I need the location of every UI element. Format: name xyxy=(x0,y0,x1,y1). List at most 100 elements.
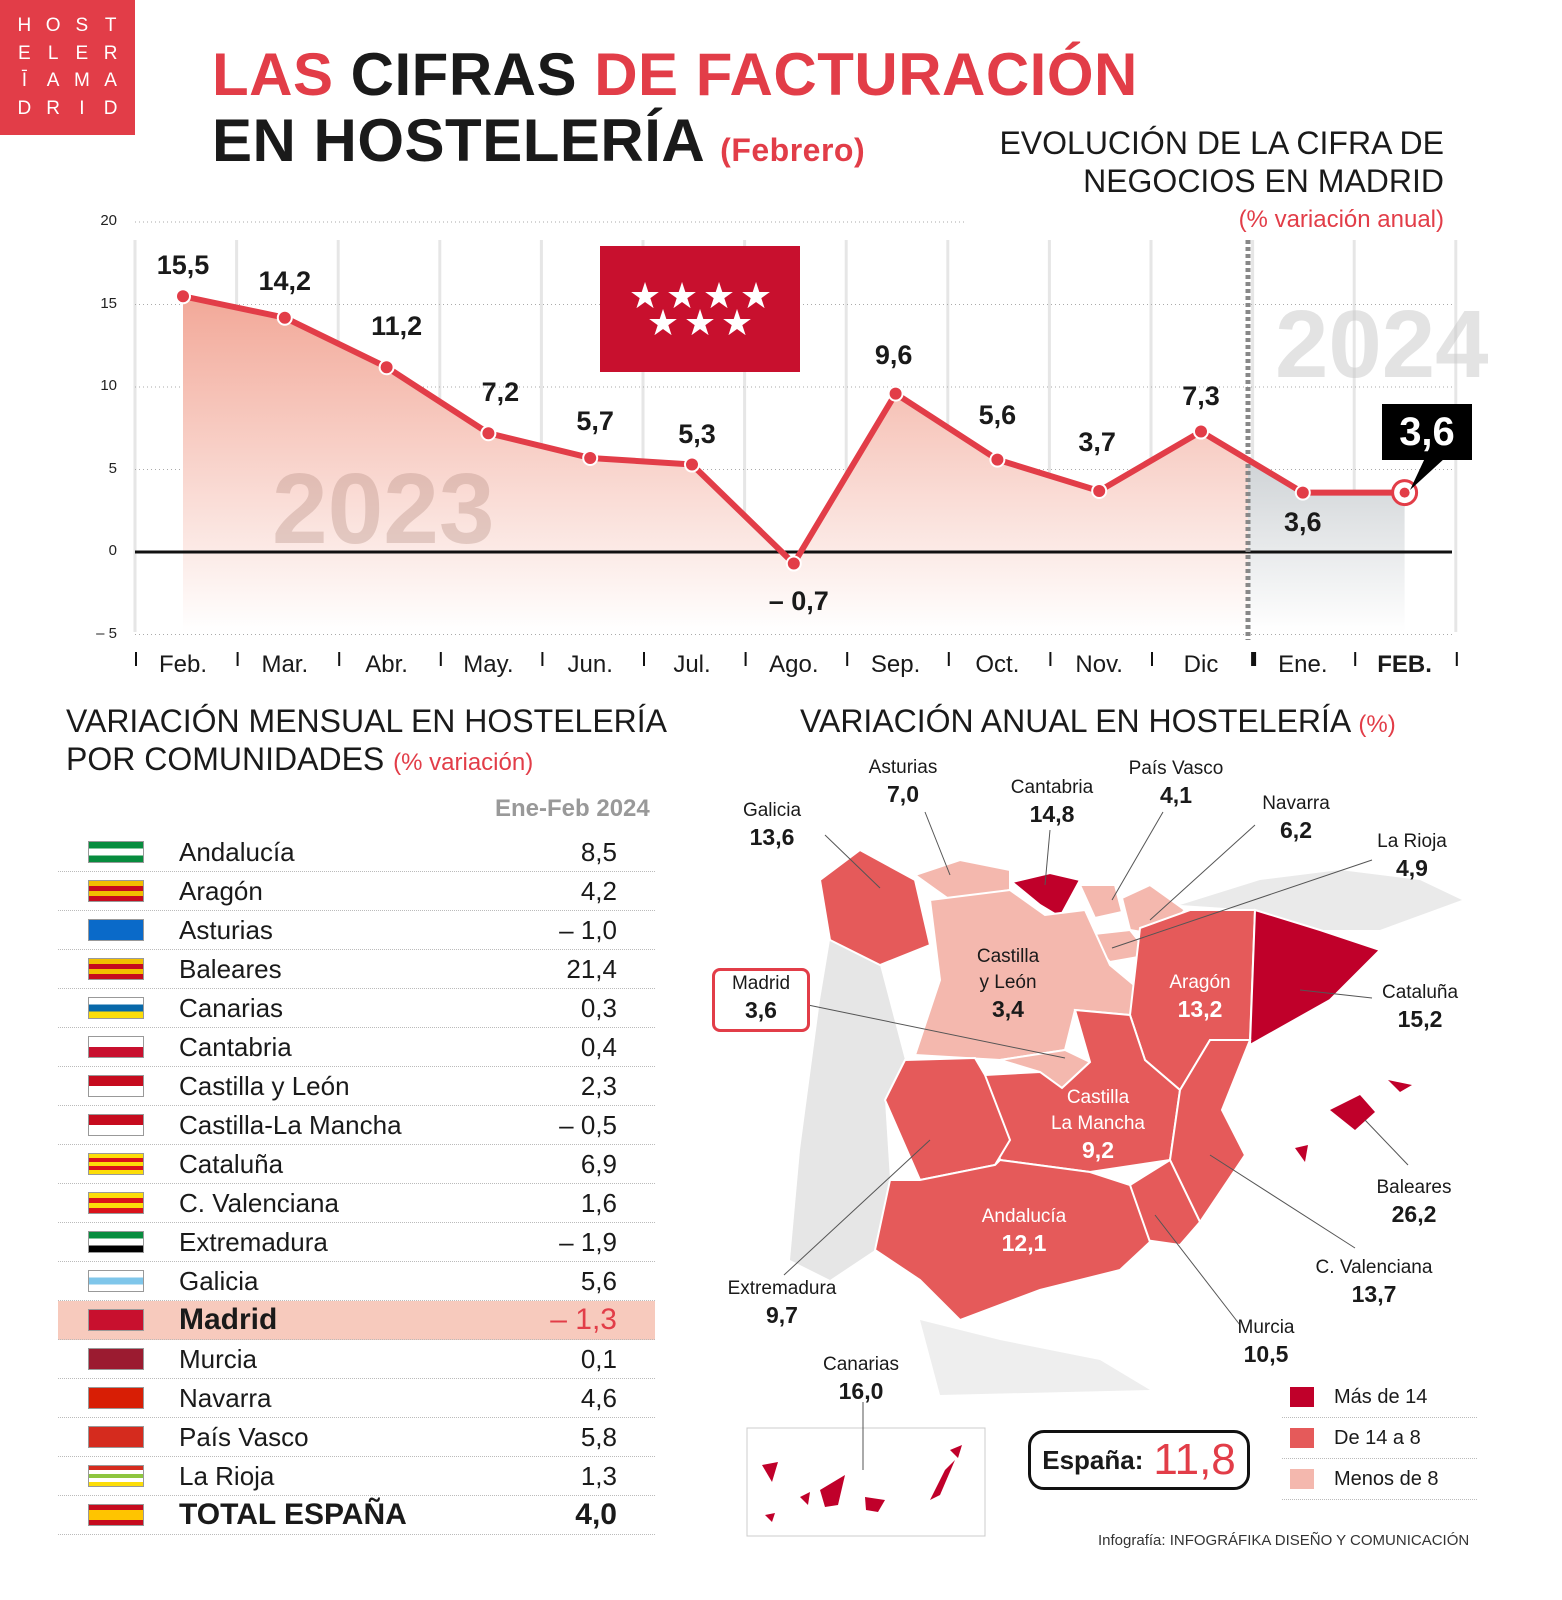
data-label: 7,2 xyxy=(481,377,520,408)
map-region-name: Cataluña xyxy=(1381,982,1459,1003)
region-canarias xyxy=(800,1492,810,1505)
credit-name: INFOGRÁFIKA DISEÑO Y COMUNICACIÓN xyxy=(1169,1532,1470,1549)
year-label-2024: 2024 xyxy=(1275,291,1489,398)
legend-item: De 14 a 8 xyxy=(1282,1418,1477,1459)
region-name: Aragón xyxy=(179,875,263,906)
map-region-name: Andalucía xyxy=(981,1206,1067,1227)
region-flag-icon xyxy=(88,841,144,863)
data-label: 5,3 xyxy=(678,418,716,449)
title-subtitle: (Febrero) xyxy=(720,132,866,168)
map-region-name: Cantabria xyxy=(1010,777,1094,798)
data-point xyxy=(276,309,293,326)
logo-letter: I xyxy=(79,98,85,120)
map-title-text: VARIACIÓN ANUAL EN HOSTELERÍA xyxy=(800,703,1350,739)
leader-line xyxy=(1111,811,1164,901)
region-flag-icon xyxy=(88,1504,144,1526)
region-name: Extremadura xyxy=(179,1226,328,1257)
x-tick-label: Ago. xyxy=(769,651,819,678)
region-flag-icon xyxy=(88,1036,144,1058)
y-tick-label: 0 xyxy=(108,542,117,559)
map-region-value: 9,2 xyxy=(1082,1137,1114,1163)
data-point xyxy=(989,451,1006,468)
logo-letter: M xyxy=(73,70,90,92)
chart-title: EVOLUCIÓN DE LA CIFRA DE NEGOCIOS EN MAD… xyxy=(999,125,1444,199)
leader-line xyxy=(1149,824,1256,921)
x-tick-label: FEB. xyxy=(1377,651,1432,678)
region-asturias xyxy=(912,858,1011,902)
region-name: Cataluña xyxy=(179,1148,284,1179)
table-row: Castilla-La Mancha – 0,5 xyxy=(58,1106,655,1145)
logo-letter: H xyxy=(17,14,32,36)
current-value-callout xyxy=(1382,404,1472,460)
table-column-header: Ene-Feb 2024 xyxy=(495,795,650,822)
x-tick-label: Mar. xyxy=(261,651,309,678)
region-flag-icon xyxy=(88,1153,144,1175)
region-canarias xyxy=(950,1445,962,1458)
region-value: 4,2 xyxy=(580,875,617,906)
x-tick-label: Abr. xyxy=(365,651,408,678)
region-flag-icon xyxy=(88,1465,144,1487)
x-tick-label: Jun. xyxy=(567,651,613,678)
table-row: Cataluña 6,9 xyxy=(58,1145,655,1184)
map-region-name: Canarias xyxy=(822,1354,900,1375)
data-point xyxy=(1294,484,1311,501)
x-tick-label: Nov. xyxy=(1075,651,1123,678)
region-value: 0,3 xyxy=(580,992,617,1023)
region-name: País Vasco xyxy=(179,1421,309,1452)
region-name: Baleares xyxy=(179,953,282,984)
data-point xyxy=(1193,423,1209,440)
map-region-name: y León xyxy=(979,972,1037,993)
region-flag-icon xyxy=(88,1387,144,1409)
map-region-value: 12,1 xyxy=(1001,1230,1047,1256)
table-row: Andalucía 8,5 xyxy=(58,833,655,872)
region-value: 8,5 xyxy=(580,836,617,867)
map-label-valenciana: C. Valenciana 13,7 xyxy=(1316,1255,1433,1310)
france-shape xyxy=(1180,870,1462,930)
y-tick-label: 15 xyxy=(100,294,117,312)
table-row: Aragón 4,2 xyxy=(58,872,655,911)
credit-prefix: Infografía: xyxy=(1098,1532,1166,1549)
region-value: 1,3 xyxy=(580,1460,617,1491)
area-2024 xyxy=(1248,459,1405,632)
x-tick-label: Sep. xyxy=(870,651,921,678)
leader-line xyxy=(824,834,881,889)
star-icon: ★ xyxy=(629,275,661,316)
region-flag-icon xyxy=(88,958,144,980)
table-row: Canarias 0,3 xyxy=(58,989,655,1028)
region-name: Castilla y León xyxy=(179,1070,350,1101)
x-tick-label: Dic xyxy=(1183,651,1219,678)
region-value: 0,4 xyxy=(580,1031,617,1062)
data-point xyxy=(785,555,802,572)
region-flag-icon xyxy=(88,1270,144,1292)
logo-letter: R xyxy=(103,42,118,64)
region-value: – 1,3 xyxy=(550,1303,617,1336)
region-name: Navarra xyxy=(179,1382,272,1413)
credit: Infografía: INFOGRÁFIKA DISEÑO Y COMUNIC… xyxy=(1098,1532,1469,1549)
region-name: TOTAL ESPAÑA xyxy=(179,1498,407,1531)
region-paisvasco xyxy=(1078,884,1124,920)
map-region-name: Madrid xyxy=(731,973,791,994)
region-value: 5,8 xyxy=(580,1421,617,1452)
logo-letter: D xyxy=(103,98,118,120)
map-region-value: 4,9 xyxy=(1396,855,1428,881)
page-title: LAS CIFRAS DE FACTURACIÓN EN HOSTELERÍA … xyxy=(212,42,1138,183)
morocco-shape xyxy=(920,1320,1150,1395)
data-label: 7,3 xyxy=(1182,380,1220,411)
region-flag-icon xyxy=(88,880,144,902)
map-label-extremadura: Extremadura 9,7 xyxy=(728,1276,837,1331)
x-tick-label: Oct. xyxy=(975,651,1020,678)
data-point xyxy=(684,456,700,473)
legend-label: De 14 a 8 xyxy=(1334,1426,1421,1449)
region-flag-icon xyxy=(88,1348,144,1370)
chart-subtitle: (% variación anual) xyxy=(1238,206,1444,233)
legend-item: Más de 14 xyxy=(1282,1377,1477,1418)
x-tick-label: Feb. xyxy=(158,651,208,678)
data-label: 11,2 xyxy=(371,311,423,342)
star-icon: ★ xyxy=(721,302,753,343)
title-part: LAS xyxy=(212,41,334,108)
title-part: DE FACTURACIÓN xyxy=(594,41,1138,108)
region-galicia xyxy=(818,848,932,967)
data-point xyxy=(582,449,599,466)
data-label: – 0,7 xyxy=(768,585,829,616)
